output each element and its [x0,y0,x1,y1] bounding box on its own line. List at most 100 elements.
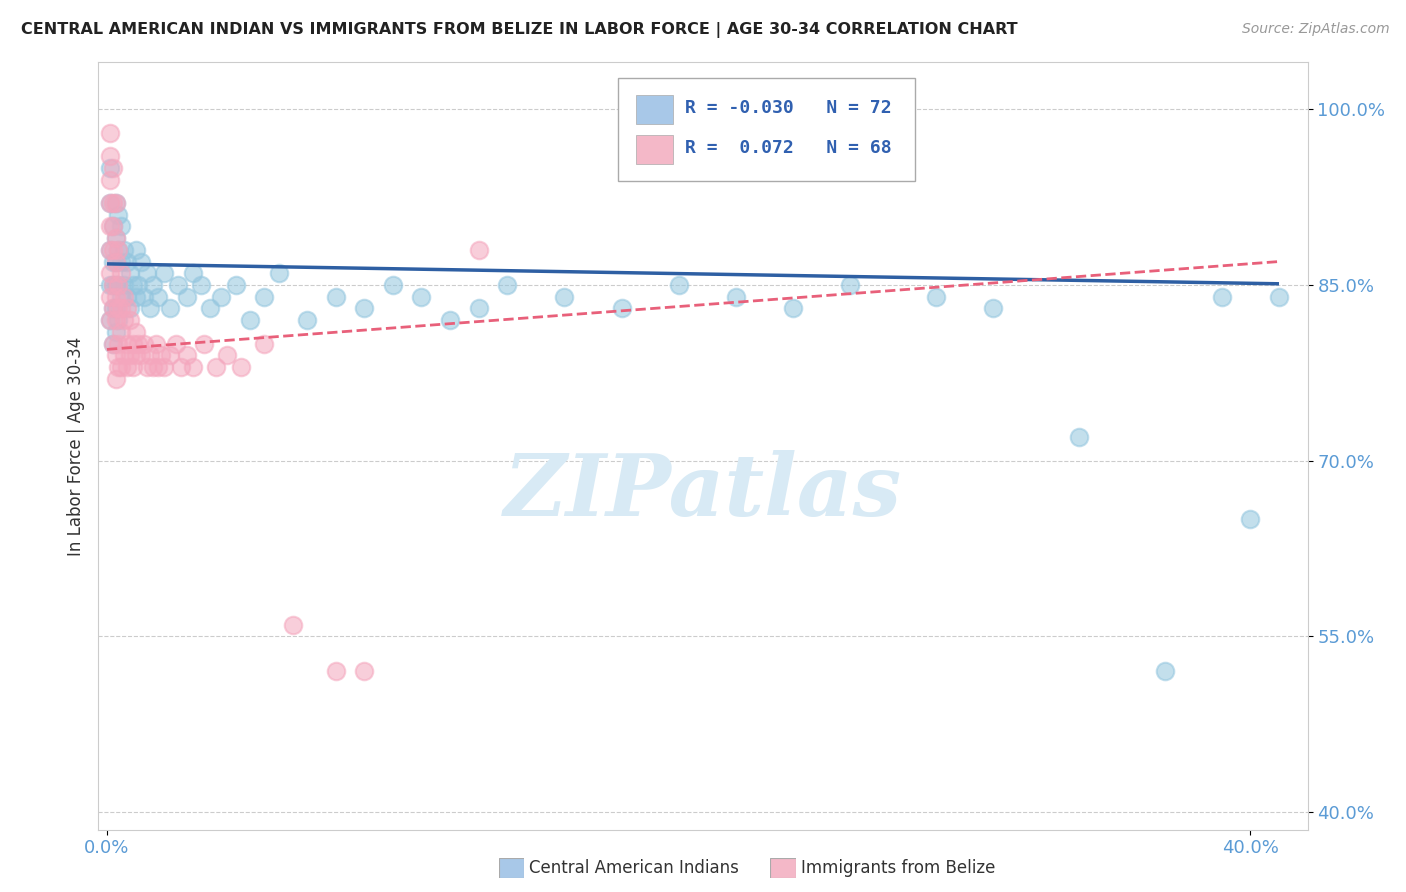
Point [107,243,129,257]
Point [145,336,167,351]
Point [112,290,135,304]
Point [325,290,347,304]
Point [101,336,124,351]
Point [1268,290,1291,304]
Point [110,359,132,374]
Point [129,348,152,362]
Point [98,290,121,304]
Point [142,359,165,374]
Point [115,336,138,351]
Point [112,348,135,362]
Point [115,301,138,316]
Point [101,254,124,268]
Point [204,359,226,374]
Point [176,290,198,304]
Point [198,301,221,316]
Point [148,290,170,304]
Point [253,290,276,304]
Point [104,196,127,211]
Point [98,243,121,257]
Point [101,219,124,234]
Point [1211,290,1233,304]
Point [101,301,124,316]
Point [98,149,121,163]
Point [295,313,318,327]
Bar [637,136,672,164]
Point [121,359,143,374]
Text: Central American Indians: Central American Indians [529,859,738,877]
Point [553,290,575,304]
Y-axis label: In Labor Force | Age 30-34: In Labor Force | Age 30-34 [66,336,84,556]
Point [104,254,127,268]
Point [101,219,124,234]
Point [411,290,433,304]
Point [110,219,132,234]
Text: CENTRAL AMERICAN INDIAN VS IMMIGRANTS FROM BELIZE IN LABOR FORCE | AGE 30-34 COR: CENTRAL AMERICAN INDIAN VS IMMIGRANTS FR… [21,22,1018,38]
Text: R =  0.072   N = 68: R = 0.072 N = 68 [685,139,891,157]
Point [110,290,132,304]
Point [98,313,121,327]
Point [353,665,375,679]
Point [267,266,290,280]
Point [193,336,215,351]
Point [165,336,187,351]
FancyBboxPatch shape [619,78,915,181]
Point [124,325,146,339]
Point [127,277,149,292]
Point [104,254,127,268]
Point [98,266,121,280]
Point [98,126,121,140]
Point [107,277,129,292]
Point [124,243,146,257]
Point [839,277,862,292]
Point [107,208,129,222]
Point [139,348,162,362]
Point [107,359,129,374]
Point [381,277,404,292]
Point [101,196,124,211]
Text: Source: ZipAtlas.com: Source: ZipAtlas.com [1241,22,1389,37]
Point [121,277,143,292]
Point [153,359,176,374]
Point [176,348,198,362]
Point [136,359,159,374]
Point [121,336,143,351]
Point [181,266,204,280]
Point [112,313,135,327]
Point [101,277,124,292]
Point [439,313,461,327]
Point [139,301,162,316]
Point [782,301,804,316]
Point [115,254,138,268]
Point [668,277,690,292]
Point [118,266,141,280]
Text: ZIPatlas: ZIPatlas [503,450,903,533]
Point [118,313,141,327]
Point [107,313,129,327]
Point [170,359,193,374]
Point [159,301,181,316]
Point [159,348,181,362]
Point [124,290,146,304]
Point [124,348,146,362]
Point [112,277,135,292]
Point [118,348,141,362]
Point [98,196,121,211]
Point [101,336,124,351]
Point [104,372,127,386]
Point [107,336,129,351]
Point [496,277,519,292]
Point [118,301,141,316]
Point [98,172,121,186]
Point [104,325,127,339]
Point [115,359,138,374]
Point [98,219,121,234]
Point [127,336,149,351]
Point [104,301,127,316]
Point [101,243,124,257]
Point [98,313,121,327]
Point [1239,512,1261,526]
Point [325,665,347,679]
Point [112,243,135,257]
Point [153,266,176,280]
